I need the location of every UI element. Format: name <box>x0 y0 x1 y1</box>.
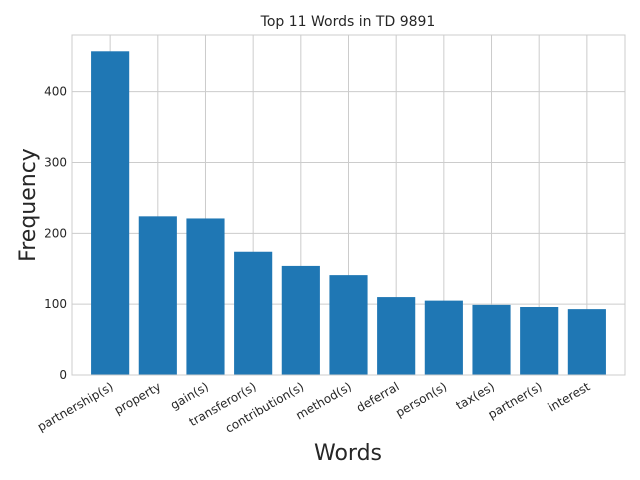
x-tick-label: interest <box>545 379 592 414</box>
y-tick-label: 100 <box>44 297 67 311</box>
y-tick-label: 400 <box>44 85 67 99</box>
x-tick-label: partner(s) <box>486 379 545 421</box>
bar-transferors <box>234 251 273 375</box>
bar-property <box>138 216 177 375</box>
x-tick-labels: partnership(s)property gain(s)transferor(… <box>35 379 593 435</box>
bar-gains <box>186 218 225 375</box>
bar-interest <box>567 309 606 375</box>
bar-partnerships <box>91 51 130 376</box>
y-tick-label: 200 <box>44 226 67 240</box>
y-tick-labels: 0 100 200 300 400 <box>44 85 67 382</box>
x-tick-label: partnership(s) <box>35 379 116 434</box>
x-axis-label: Words <box>314 441 382 466</box>
bar-taxes <box>472 304 511 375</box>
x-tick-label: person(s) <box>393 379 449 419</box>
bar-partners <box>520 307 559 375</box>
x-tick-label: property <box>112 379 163 417</box>
chart-title: Top 11 Words in TD 9891 <box>260 14 436 30</box>
bar-deferral <box>377 297 416 375</box>
plot-frame <box>71 34 626 376</box>
bar-methods <box>329 275 368 375</box>
y-tick-label: 0 <box>59 368 67 382</box>
y-axis-label: Frequency <box>16 148 41 262</box>
bar-contributions <box>281 265 320 375</box>
bar-persons <box>424 300 463 375</box>
bars <box>91 51 606 376</box>
y-tick-label: 300 <box>44 156 67 170</box>
